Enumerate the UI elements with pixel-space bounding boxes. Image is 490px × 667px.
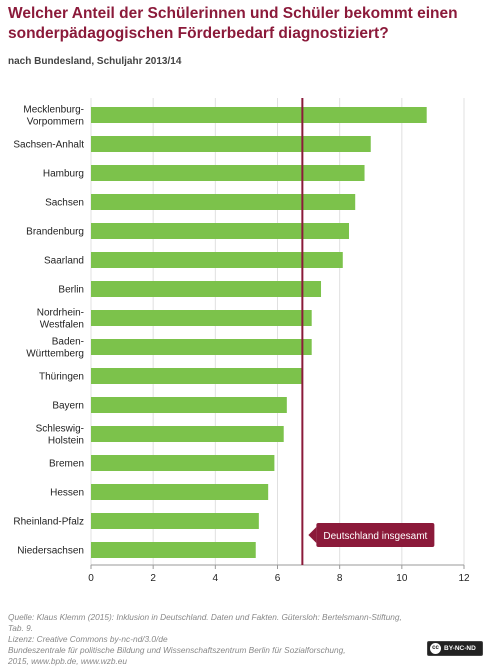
cc-icon: cc bbox=[430, 643, 441, 654]
chart-title: Welcher Anteil der Schülerinnen und Schü… bbox=[8, 5, 458, 42]
bar bbox=[91, 252, 343, 268]
bar bbox=[91, 397, 287, 413]
reference-layer: Deutschland insgesamt bbox=[301, 98, 435, 565]
bar bbox=[91, 281, 322, 297]
category-label: Sachsen bbox=[45, 198, 84, 209]
reference-callout-box bbox=[316, 523, 435, 547]
source-note: Quelle: Klaus Klemm (2015): Inklusion in… bbox=[8, 612, 418, 667]
x-axis: 0 2 4 6 8 10 12 bbox=[88, 564, 470, 584]
x-tick-label: 0 bbox=[88, 573, 94, 584]
reference-callout-pointer bbox=[308, 527, 317, 543]
category-label: Niedersachsen bbox=[17, 546, 84, 557]
category-label: Württemberg bbox=[26, 349, 84, 360]
category-label: Mecklenburg- bbox=[23, 105, 84, 116]
bar bbox=[91, 165, 365, 181]
category-label: Berlin bbox=[58, 285, 84, 296]
x-tick-label: 6 bbox=[275, 573, 281, 584]
category-label: Hamburg bbox=[43, 169, 84, 180]
license-line: Lizenz: Creative Commons by-nc-nd/3.0/de bbox=[8, 634, 168, 644]
bar bbox=[91, 136, 371, 152]
x-tick-label: 2 bbox=[150, 573, 156, 584]
category-labels: Mecklenburg-Vorpommern Sachsen-Anhalt Hamb… bbox=[13, 105, 84, 557]
category-label: Nordrhein- bbox=[37, 308, 84, 319]
reference-label: Deutschland insgesamt bbox=[323, 531, 427, 542]
x-tick-label: 12 bbox=[458, 573, 470, 584]
bar bbox=[91, 223, 349, 239]
category-label: Bremen bbox=[49, 459, 84, 470]
category-label: Thüringen bbox=[39, 372, 84, 383]
bars bbox=[91, 107, 427, 558]
category-label: Baden- bbox=[52, 337, 84, 348]
category-label: Sachsen-Anhalt bbox=[13, 140, 84, 151]
bar bbox=[91, 513, 259, 529]
category-label: Schleswig- bbox=[36, 424, 84, 435]
category-label: Bayern bbox=[52, 401, 84, 412]
category-label: Westfalen bbox=[40, 320, 84, 331]
license-badge[interactable]: cc BY-NC-ND bbox=[427, 641, 483, 656]
x-tick-label: 10 bbox=[396, 573, 408, 584]
bar bbox=[91, 542, 256, 558]
category-label: Saarland bbox=[44, 256, 84, 267]
source-line: Quelle: Klaus Klemm (2015): Inklusion in… bbox=[8, 612, 402, 633]
publisher-line: Bundeszentrale für politische Bildung un… bbox=[8, 645, 346, 655]
bar bbox=[91, 310, 312, 326]
bar bbox=[91, 107, 427, 123]
bar bbox=[91, 339, 312, 355]
license-badge-text: BY-NC-ND bbox=[444, 645, 476, 652]
bar bbox=[91, 368, 303, 384]
category-label: Vorpommern bbox=[27, 117, 84, 128]
bar-chart: Mecklenburg-Vorpommern Sachsen-Anhalt Hamb… bbox=[13, 98, 470, 584]
chart-subtitle: nach Bundesland, Schuljahr 2013/14 bbox=[8, 56, 182, 67]
category-label: Rheinland-Pfalz bbox=[13, 517, 84, 528]
x-tick-label: 8 bbox=[337, 573, 343, 584]
publisher-year-line: 2015, www.bpb.de, www.wzb.eu bbox=[8, 656, 127, 666]
category-label: Brandenburg bbox=[26, 227, 84, 238]
x-tick-label: 4 bbox=[213, 573, 219, 584]
bar bbox=[91, 455, 275, 471]
bar bbox=[91, 194, 356, 210]
category-label: Holstein bbox=[48, 436, 84, 447]
bar bbox=[91, 426, 284, 442]
category-label: Hessen bbox=[50, 488, 84, 499]
bar bbox=[91, 484, 269, 500]
